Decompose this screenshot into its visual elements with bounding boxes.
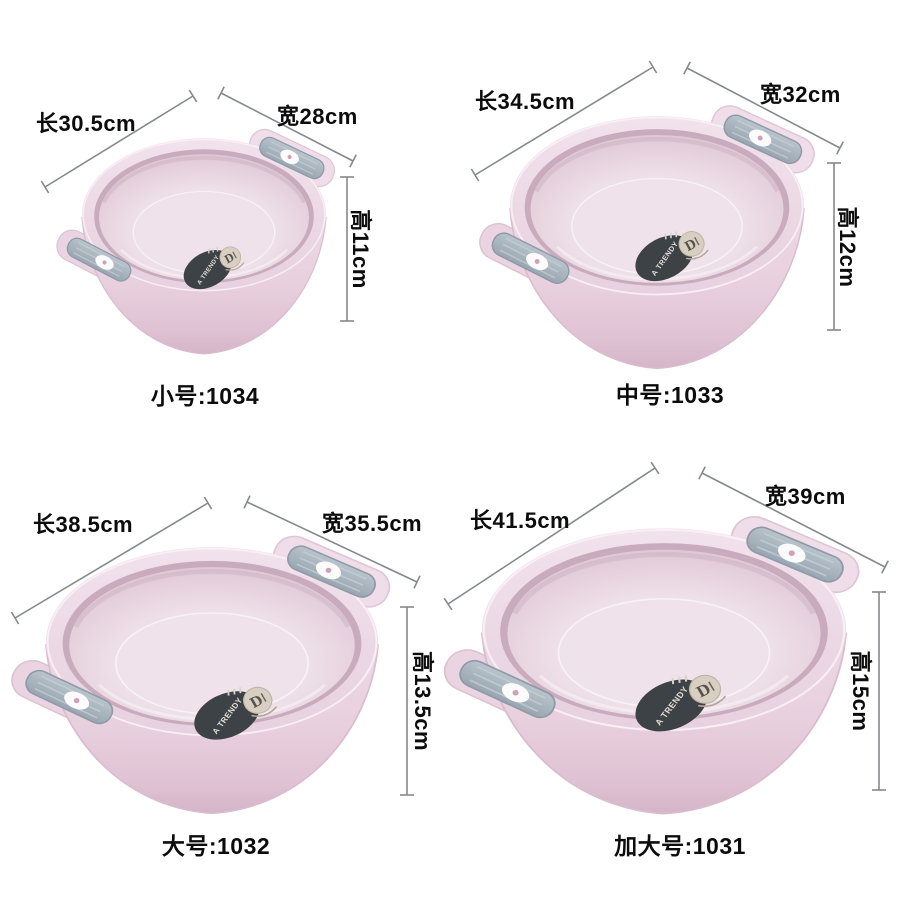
product-code-large: 大号:1032	[161, 833, 271, 859]
basin-image-xlarge	[437, 510, 866, 813]
sticker-badge: D	[219, 246, 242, 269]
width-label-small: 宽28cm	[277, 104, 358, 129]
basin-image-medium	[474, 100, 820, 368]
basin-sticker-small: A TRENDY D	[176, 236, 248, 298]
width-label-medium: 宽32cm	[760, 82, 841, 107]
sticker-badge: D	[243, 686, 273, 714]
length-label-large: 长38.5cm	[33, 512, 134, 537]
length-line-xlarge	[443, 461, 660, 611]
length-line-small	[40, 89, 198, 194]
basin-sticker-xlarge: A TRENDY D	[624, 661, 731, 743]
sticker-badge: D	[688, 674, 722, 704]
width-line-xlarge	[698, 466, 889, 574]
product-code-medium: 中号:1033	[615, 382, 725, 408]
height-label-large: 高13.5cm	[410, 650, 435, 752]
length-label-medium: 长34.5cm	[475, 89, 576, 114]
length-label-xlarge: 长41.5cm	[470, 508, 571, 533]
basin-sticker-medium: A TRENDY D	[626, 219, 713, 292]
product-code-xlarge: 加大号:1031	[614, 833, 746, 859]
basin-image-small	[50, 122, 342, 356]
width-label-large: 宽35.5cm	[322, 511, 423, 536]
sticker-badge: D	[678, 231, 705, 257]
basin-image-large	[5, 530, 396, 813]
width-label-xlarge: 宽39cm	[765, 484, 846, 509]
length-line-medium	[470, 60, 658, 182]
length-line-large	[10, 496, 213, 625]
basin-sticker-large: A TRENDY D	[183, 674, 282, 751]
length-label-small: 长30.5cm	[36, 111, 137, 136]
height-label-medium: 高12cm	[835, 206, 860, 288]
product-code-small: 小号:1034	[150, 383, 260, 409]
width-line-large	[243, 495, 421, 589]
width-line-small	[217, 86, 357, 168]
height-label-xlarge: 高15cm	[848, 650, 873, 732]
height-label-small: 高11cm	[348, 209, 373, 289]
width-line-medium	[683, 61, 844, 155]
